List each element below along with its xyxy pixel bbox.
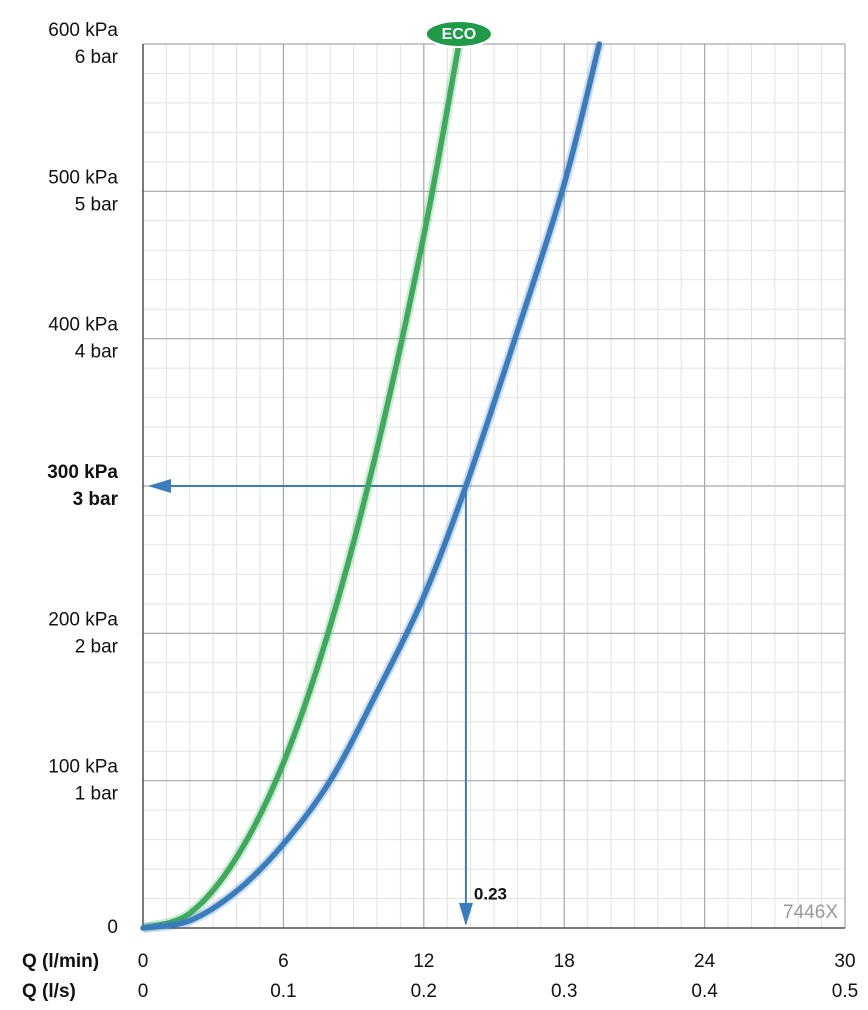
x2-tick-label: 0 (138, 981, 149, 1002)
curve (140, 41, 462, 931)
x2-axis-title: Q (l/s) (22, 981, 76, 1002)
y-tick-label: 200 kPa (48, 609, 118, 630)
y-tick-label: 500 kPa (48, 167, 118, 188)
x-tick-label: 24 (694, 951, 716, 972)
x-tick-label: 18 (554, 951, 575, 972)
y-tick-label: 600 kPa (48, 20, 118, 41)
annotation-arrowhead (458, 903, 473, 926)
x-tick-label: 12 (413, 951, 434, 972)
y-tick-unit-label: 2 bar (75, 636, 119, 657)
x2-tick-label: 0.2 (411, 981, 437, 1002)
y-tick-label: 0 (107, 917, 118, 938)
series-label: ECO (442, 26, 477, 43)
annotation-arrowhead (148, 479, 171, 493)
y-tick-unit-label: 6 bar (75, 47, 119, 68)
y-tick-unit-label: 3 bar (73, 489, 119, 510)
watermark: 7446X (783, 902, 838, 923)
x-tick-label: 0 (138, 951, 149, 972)
x-axis-title: Q (l/min) (22, 951, 99, 972)
curve (140, 41, 603, 931)
y-tick-label: 300 kPa (47, 462, 118, 483)
series-badge (424, 20, 493, 48)
y-tick-unit-label: 4 bar (75, 342, 119, 363)
y-tick-unit-label: 1 bar (75, 784, 119, 805)
y-tick-label: 100 kPa (48, 757, 118, 778)
x2-tick-label: 0.1 (270, 981, 296, 1002)
y-tick-label: 400 kPa (48, 315, 118, 336)
x-tick-label: 6 (278, 951, 289, 972)
x-tick-label: 30 (834, 951, 855, 972)
x2-tick-label: 0.4 (691, 981, 718, 1002)
x2-tick-label: 0.3 (551, 981, 577, 1002)
annotation-label: 0.23 (474, 884, 507, 903)
x2-tick-label: 0.5 (832, 981, 858, 1002)
y-tick-unit-label: 5 bar (75, 194, 119, 215)
